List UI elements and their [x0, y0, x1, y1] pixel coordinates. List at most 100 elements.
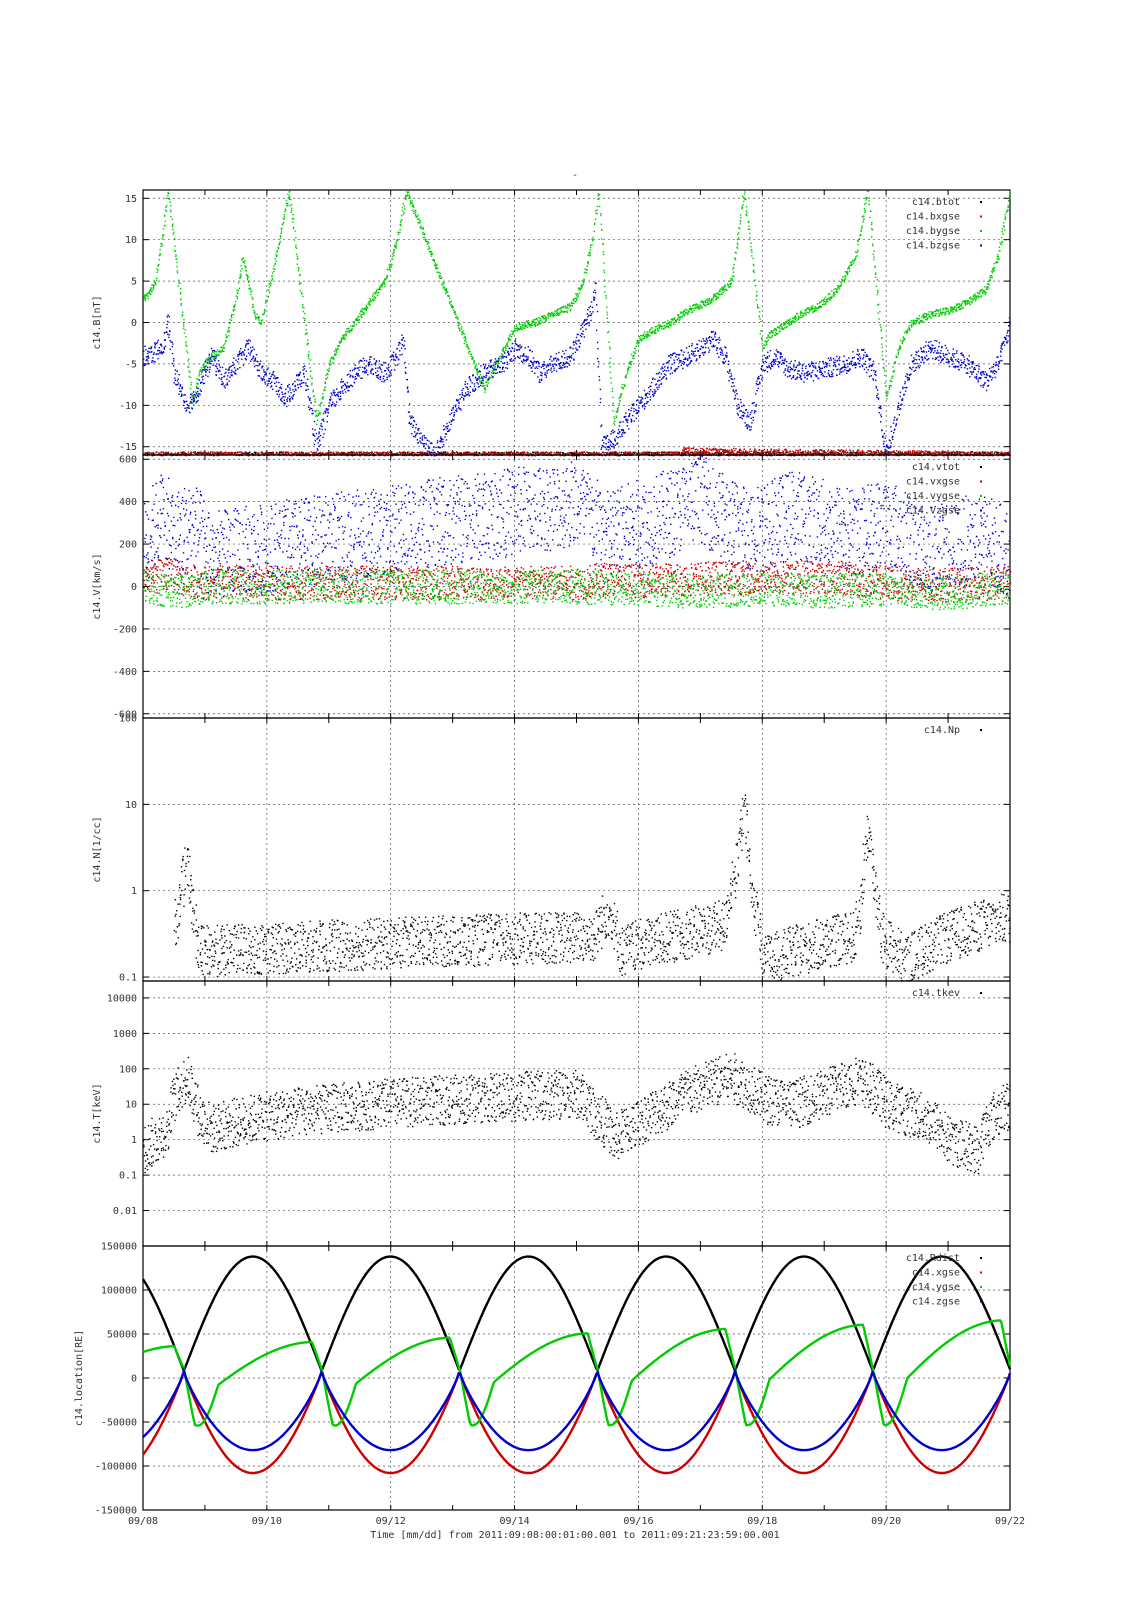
data-point	[428, 251, 431, 253]
data-point	[147, 295, 149, 297]
data-point	[843, 450, 845, 452]
data-point	[410, 453, 413, 455]
data-point	[856, 452, 858, 454]
data-point	[348, 452, 350, 454]
data-point	[369, 452, 372, 454]
data-point	[763, 344, 765, 346]
data-point	[318, 455, 320, 457]
data-point	[840, 452, 843, 454]
data-point	[146, 293, 148, 296]
data-point	[620, 393, 623, 396]
data-point	[556, 451, 558, 453]
data-point	[873, 453, 875, 455]
data-point	[251, 290, 253, 292]
data-point	[454, 313, 456, 315]
data-point	[688, 455, 691, 457]
data-point	[263, 452, 265, 454]
data-point	[660, 451, 663, 454]
data-point	[319, 412, 321, 414]
data-point	[401, 207, 404, 209]
data-point	[190, 383, 192, 386]
data-point	[637, 453, 640, 455]
data-point	[745, 450, 747, 452]
data-point	[323, 389, 325, 392]
data-point	[372, 293, 375, 295]
data-point	[793, 317, 795, 319]
data-point	[689, 308, 691, 310]
data-point	[351, 325, 354, 327]
data-point	[244, 267, 247, 269]
data-point	[216, 455, 219, 457]
data-point	[713, 293, 715, 296]
data-point	[840, 284, 842, 286]
data-point	[550, 313, 552, 315]
data-point	[454, 311, 456, 313]
data-point	[739, 220, 742, 223]
data-point	[157, 265, 159, 267]
data-point	[555, 312, 558, 314]
data-point	[524, 453, 526, 455]
data-point	[244, 452, 246, 454]
data-point	[522, 453, 524, 455]
data-point	[189, 377, 192, 379]
data-point	[491, 452, 494, 454]
data-point	[335, 353, 337, 356]
data-point	[474, 453, 476, 455]
data-point	[781, 327, 783, 329]
data-point	[706, 298, 708, 300]
data-point	[357, 316, 360, 318]
data-point	[715, 447, 717, 450]
data-point	[833, 452, 835, 454]
data-point	[790, 455, 792, 457]
data-point	[308, 354, 310, 356]
data-point	[710, 301, 712, 303]
data-point	[234, 300, 237, 303]
data-point	[693, 309, 695, 311]
data-point	[807, 311, 809, 314]
data-point	[417, 218, 419, 220]
data-point	[286, 205, 288, 207]
data-point	[518, 453, 520, 455]
data-point	[857, 240, 859, 243]
data-point	[730, 285, 732, 288]
data-point	[878, 453, 880, 455]
data-point	[579, 292, 581, 294]
data-point	[849, 452, 851, 455]
data-point	[383, 452, 386, 454]
data-point	[190, 451, 192, 453]
data-point	[239, 274, 241, 277]
data-point	[444, 451, 447, 454]
data-point	[678, 452, 681, 455]
data-point	[186, 345, 188, 347]
data-point	[330, 358, 332, 360]
data-point	[621, 383, 623, 386]
data-point	[843, 281, 846, 283]
data-point	[368, 452, 370, 454]
data-point	[799, 316, 801, 319]
data-point	[406, 194, 409, 196]
data-point	[183, 327, 185, 330]
data-point	[436, 267, 438, 269]
data-point	[282, 223, 284, 225]
data-point	[766, 451, 768, 453]
data-point	[270, 283, 272, 285]
data-point	[592, 239, 594, 241]
data-point	[630, 353, 633, 356]
data-point	[404, 453, 406, 455]
data-point	[727, 453, 730, 455]
data-point	[245, 269, 247, 272]
data-point	[395, 247, 397, 249]
data-point	[796, 312, 798, 315]
data-point	[377, 453, 380, 455]
data-point	[688, 453, 690, 455]
data-point	[283, 214, 286, 216]
data-point	[870, 450, 873, 453]
data-point	[959, 453, 961, 455]
data-point	[195, 452, 198, 455]
data-point	[527, 323, 530, 325]
data-point	[731, 278, 733, 280]
data-point	[654, 326, 657, 328]
data-point	[333, 453, 335, 455]
data-point	[654, 329, 657, 331]
data-point	[417, 222, 419, 224]
